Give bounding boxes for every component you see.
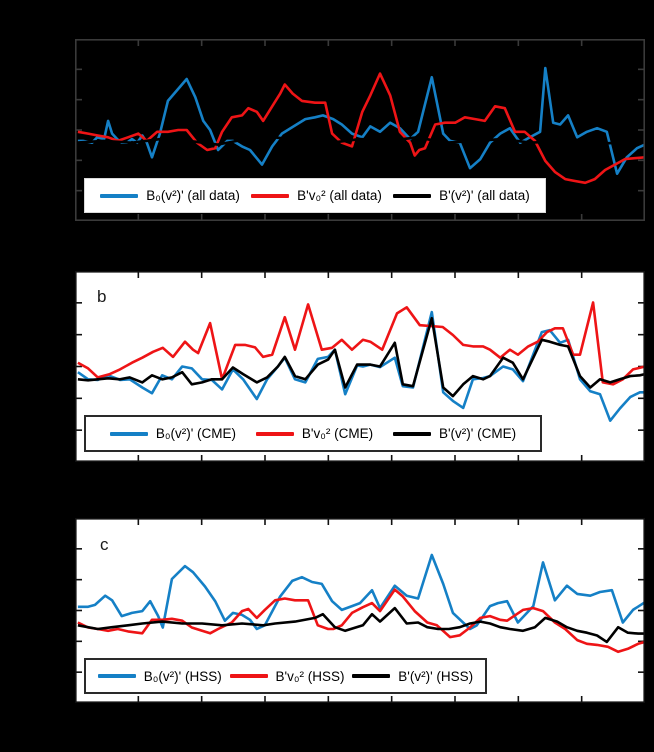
- legend-label: B₀(v²)' (CME): [155, 426, 237, 441]
- legend-label: B₀(v²)' (HSS): [143, 668, 222, 684]
- legend-entry: B'v₀² (CME): [255, 426, 374, 441]
- legend-label: B'v₀² (HSS): [275, 668, 345, 684]
- blue-line-sample-icon: [109, 431, 148, 436]
- panel-a: B₀(v²)' (all data) B'v₀² (all data) B'(v…: [75, 39, 645, 221]
- legend-entry: B'(v²)' (all data): [393, 188, 530, 203]
- legend-entry: B'(v²)' (CME): [392, 426, 517, 441]
- legend-label: B'(v²)' (all data): [439, 188, 530, 203]
- panel-b-legend: B₀(v²)' (CME) B'v₀² (CME) B'(v²)' (CME): [84, 415, 542, 452]
- legend-entry: B'(v²)' (HSS): [352, 669, 473, 684]
- legend-label: B'(v²)' (CME): [438, 426, 517, 441]
- panel-b: b B₀(v²)' (CME) B'v₀² (CME) B'(v²)' (CME…: [75, 271, 645, 462]
- black-line-sample-icon: [393, 193, 432, 198]
- legend-label: B'(v²)' (HSS): [398, 668, 474, 684]
- panel-c: c B₀(v²)' (HSS) B'v₀² (HSS) B'(v²)' (HSS…: [75, 518, 645, 703]
- black-line-sample-icon: [352, 674, 391, 678]
- panel-a-plot: [75, 39, 645, 221]
- red-line-sample-icon: [255, 431, 294, 436]
- legend-label: B'v₀² (all data): [297, 188, 382, 203]
- panel-c-label: c: [100, 535, 109, 554]
- panel-a-legend: B₀(v²)' (all data) B'v₀² (all data) B'(v…: [84, 178, 546, 213]
- legend-entry: B'v₀² (HSS): [229, 668, 345, 684]
- legend-entry: B₀(v²)' (CME): [109, 426, 237, 441]
- legend-entry: B₀(v²)' (HSS): [97, 668, 222, 684]
- legend-entry: B₀(v²)' (all data): [100, 188, 240, 203]
- panel-b-label: b: [97, 287, 107, 306]
- legend-entry: B'v₀² (all data): [251, 188, 382, 203]
- legend-label: B₀(v²)' (all data): [146, 188, 240, 203]
- blue-line-sample-icon: [97, 674, 136, 678]
- panel-c-legend: B₀(v²)' (HSS) B'v₀² (HSS) B'(v²)' (HSS): [84, 658, 487, 694]
- red-line-sample-icon: [229, 674, 268, 678]
- red-line-sample-icon: [251, 193, 290, 198]
- legend-label: B'v₀² (CME): [301, 426, 374, 441]
- blue-line-sample-icon: [100, 193, 139, 198]
- black-line-sample-icon: [392, 431, 431, 436]
